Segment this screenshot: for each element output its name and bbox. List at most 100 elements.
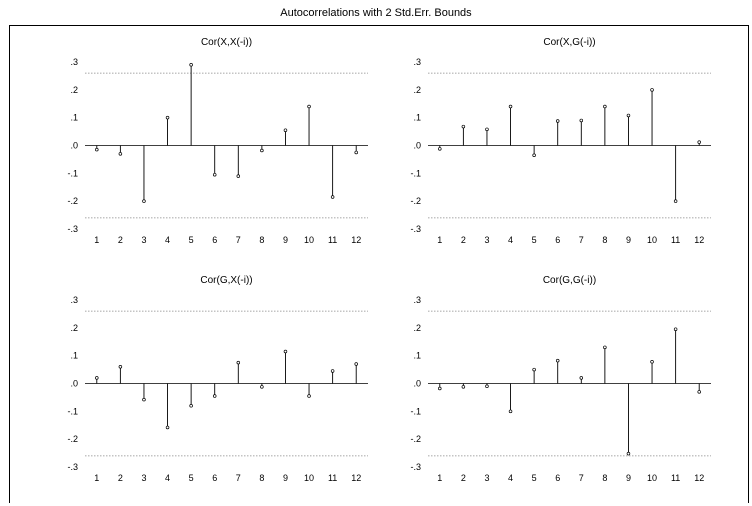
stem-marker-12	[354, 150, 358, 155]
y-tick-label: .2	[70, 323, 78, 333]
stem-marker-10	[307, 104, 311, 109]
stem-marker-1	[438, 386, 442, 391]
stem-marker-11	[673, 199, 678, 203]
x-tick-label: 8	[602, 235, 607, 245]
y-tick-label: -.2	[410, 434, 421, 444]
y-tick-label: .3	[70, 57, 78, 67]
y-tick-label: -.1	[410, 406, 421, 416]
panel-title: Cor(X,G(-i))	[543, 37, 595, 48]
y-tick-label: -.1	[410, 168, 421, 178]
y-tick-label: -.1	[67, 406, 78, 416]
x-tick-label: 12	[694, 473, 704, 483]
x-tick-label: 4	[165, 235, 170, 245]
stem-marker-11	[673, 327, 678, 331]
y-tick-label: -.2	[67, 196, 78, 206]
y-tick-label: .1	[413, 113, 421, 123]
stem-marker-12	[354, 362, 358, 366]
x-tick-label: 4	[508, 473, 513, 483]
x-tick-label: 11	[328, 235, 337, 245]
stem-marker-4	[508, 104, 513, 109]
stem-marker-5	[189, 63, 193, 67]
stem-marker-11	[330, 195, 335, 199]
x-tick-label: 8	[602, 473, 607, 483]
y-tick-label: .2	[413, 85, 421, 95]
stem-marker-3	[485, 127, 489, 132]
stem-marker-2	[461, 385, 466, 389]
x-tick-label: 5	[189, 235, 194, 245]
x-tick-label: 11	[671, 235, 680, 245]
y-tick-label: -.2	[410, 196, 421, 206]
x-tick-label: 3	[141, 235, 146, 245]
figure-title: Autocorrelations with 2 Std.Err. Bounds	[280, 7, 472, 19]
x-tick-label: 9	[626, 473, 631, 483]
y-tick-label: .1	[413, 351, 421, 361]
x-tick-label: 12	[694, 235, 704, 245]
x-tick-label: 10	[304, 473, 314, 483]
panel-title: Cor(G,X(-i))	[200, 275, 252, 286]
stem-marker-4	[508, 409, 513, 414]
stem-marker-4	[165, 425, 170, 430]
x-tick-label: 9	[626, 235, 631, 245]
stem-marker-6	[212, 172, 217, 177]
x-tick-label: 6	[555, 235, 560, 245]
stem-marker-8	[260, 385, 264, 389]
x-tick-label: 5	[532, 235, 537, 245]
y-tick-label: -.2	[67, 434, 78, 444]
x-tick-label: 7	[236, 473, 241, 483]
x-tick-label: 10	[304, 235, 314, 245]
stem-marker-9	[283, 349, 288, 354]
x-tick-label: 1	[437, 473, 442, 483]
chart-frame	[9, 25, 749, 503]
x-tick-label: 2	[118, 473, 123, 483]
panel-4: Cor(G,G(-i)).3.2.1.0-.1-.2-.31 2 3 4 5 6 7 8 9 10…	[410, 275, 711, 483]
stem-marker-11	[330, 369, 335, 373]
x-tick-label: 11	[328, 473, 337, 483]
y-tick-label: .1	[70, 351, 78, 361]
stem-marker-8	[603, 104, 607, 109]
stem-marker-10	[650, 360, 654, 364]
x-tick-label: 11	[671, 473, 680, 483]
stem-marker-2	[118, 152, 123, 156]
y-tick-label: .0	[413, 379, 421, 389]
y-tick-label: -.3	[67, 462, 78, 472]
stem-marker-7	[579, 118, 584, 123]
y-tick-label: -.1	[67, 168, 78, 178]
x-tick-label: 8	[259, 235, 264, 245]
stem-marker-1	[95, 147, 99, 152]
panel-2: Cor(X,G(-i)).3.2.1.0-.1-.2-.31 2 3 4 5 6 7 8 9 10…	[410, 37, 711, 245]
x-tick-label: 1	[94, 473, 99, 483]
stem-marker-12	[697, 140, 701, 144]
stem-marker-10	[307, 394, 311, 398]
x-tick-label: 2	[461, 235, 466, 245]
y-tick-label: .3	[70, 295, 78, 305]
x-tick-label: 1	[437, 235, 442, 245]
stem-marker-2	[118, 365, 123, 369]
stem-marker-8	[260, 148, 264, 153]
y-tick-label: .3	[413, 57, 421, 67]
x-tick-label: 7	[579, 473, 584, 483]
x-tick-label: 12	[351, 235, 361, 245]
x-tick-label: 9	[283, 235, 288, 245]
x-tick-label: 4	[165, 473, 170, 483]
x-tick-label: 10	[647, 473, 657, 483]
stem-marker-9	[626, 451, 631, 456]
x-tick-label: 5	[532, 473, 537, 483]
y-tick-label: .0	[70, 379, 78, 389]
stem-marker-9	[283, 128, 288, 132]
stem-marker-2	[461, 124, 466, 129]
stem-marker-9	[626, 113, 631, 118]
x-tick-label: 4	[508, 235, 513, 245]
stem-marker-3	[142, 199, 146, 203]
stem-marker-4	[165, 115, 170, 120]
stem-marker-5	[532, 367, 536, 372]
y-tick-label: .2	[70, 85, 78, 95]
y-tick-label: .2	[413, 323, 421, 333]
y-tick-label: -.3	[410, 462, 421, 472]
x-tick-label: 6	[212, 473, 217, 483]
x-tick-label: 9	[283, 473, 288, 483]
x-tick-label: 6	[212, 235, 217, 245]
stem-marker-7	[579, 376, 584, 380]
stem-marker-10	[650, 88, 654, 92]
stem-marker-8	[603, 345, 607, 350]
